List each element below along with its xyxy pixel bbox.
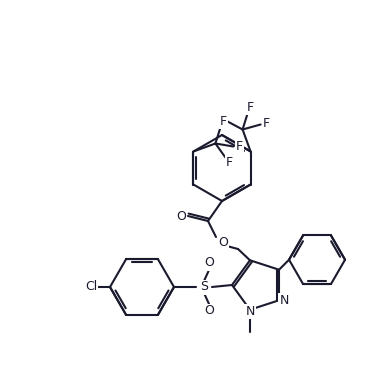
Text: O: O bbox=[176, 210, 186, 223]
Text: N: N bbox=[245, 305, 255, 318]
Text: O: O bbox=[204, 304, 214, 317]
Text: F: F bbox=[226, 156, 233, 169]
Text: F: F bbox=[247, 101, 254, 114]
Text: O: O bbox=[204, 256, 214, 269]
Text: Cl: Cl bbox=[85, 280, 97, 293]
Text: F: F bbox=[263, 117, 270, 130]
Text: F: F bbox=[236, 140, 243, 153]
Text: O: O bbox=[218, 235, 228, 248]
Text: N: N bbox=[279, 294, 289, 307]
Text: S: S bbox=[200, 280, 208, 293]
Text: F: F bbox=[220, 115, 227, 128]
Text: F: F bbox=[218, 113, 225, 126]
